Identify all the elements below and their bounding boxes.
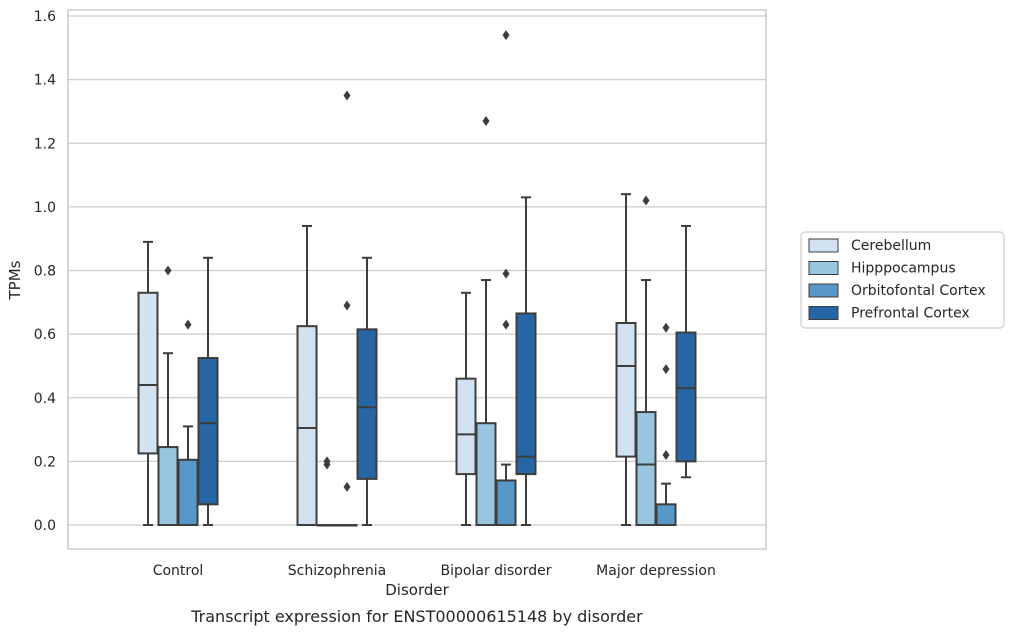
outlier-point (343, 90, 351, 101)
y-axis-label: TPMs (6, 260, 24, 300)
legend-swatch (808, 283, 839, 298)
outlier-point (642, 195, 650, 206)
outlier-point (164, 265, 172, 276)
plot-frame (67, 9, 767, 550)
box-prefrontal-cortex-0 (197, 256, 219, 526)
legend-label: Cerebellum (851, 238, 931, 254)
box-body (197, 356, 219, 506)
y-tick-label: 0.4 (34, 391, 56, 407)
x-tick-label: Bipolar disorder (440, 563, 551, 579)
y-tick-label: 1.0 (34, 200, 56, 216)
x-tick-label: Control (153, 563, 204, 579)
chart-caption: Transcript expression for ENST0000061514… (190, 607, 643, 626)
box-cerebellum-0 (137, 240, 159, 526)
outlier-point (482, 115, 490, 126)
box-prefrontal-cortex-1 (356, 256, 378, 526)
box-body (495, 479, 517, 526)
box-body (675, 331, 697, 463)
box-body (157, 446, 179, 527)
box-orbitofontal-cortex-2 (495, 30, 517, 526)
box-body (356, 328, 378, 480)
box-body (615, 321, 637, 458)
box-hipppocampus-2 (475, 115, 497, 527)
box-prefrontal-cortex-2 (515, 196, 537, 526)
x-axis-ticks: Control Schizophrenia Bipolar disorder Majo… (153, 563, 716, 579)
box-body (515, 312, 537, 476)
outlier-point (662, 322, 670, 333)
legend-label: Hipppocampus (851, 261, 956, 277)
outlier-point (343, 481, 351, 492)
box-cerebellum-2 (455, 291, 477, 526)
y-axis-ticks: 0.0 0.2 0.4 0.6 0.8 1.0 1.2 1.4 1.6 (34, 9, 56, 534)
x-tick-label: Major depression (596, 563, 716, 579)
box-body (296, 325, 318, 526)
y-tick-label: 1.6 (34, 9, 56, 25)
box-body (455, 377, 477, 476)
box-body (177, 458, 199, 526)
outlier-point (502, 268, 510, 279)
outlier-point (502, 319, 510, 330)
outlier-point (502, 30, 510, 41)
box-body (475, 422, 497, 527)
x-axis-label: Disorder (385, 581, 449, 599)
legend: Cerebellum Hipppocampus Orbitofontal Corte… (800, 231, 1005, 329)
box-hipppocampus-1 (316, 456, 338, 527)
box-groups (137, 30, 697, 527)
legend-label: Orbitofontal Cortex (851, 283, 986, 299)
x-tick-label: Schizophrenia (288, 563, 386, 579)
legend-swatch (808, 238, 839, 253)
y-tick-label: 0.6 (34, 327, 56, 343)
outlier-point (323, 459, 331, 470)
outlier-point (662, 364, 670, 375)
box-orbitofontal-cortex-0 (177, 319, 199, 526)
box-cerebellum-3 (615, 193, 637, 526)
y-tick-label: 0.0 (34, 518, 56, 534)
box-prefrontal-cortex-3 (675, 224, 697, 479)
box-hipppocampus-3 (635, 195, 657, 526)
box-body (655, 503, 677, 526)
y-tick-label: 0.2 (34, 454, 56, 470)
box-cerebellum-1 (296, 224, 318, 526)
legend-label: Prefrontal Cortex (851, 306, 970, 322)
y-tick-label: 1.4 (34, 73, 56, 89)
outlier-point (343, 300, 351, 311)
box-body (635, 411, 657, 526)
legend-frame (800, 231, 1005, 329)
legend-swatch (808, 261, 839, 275)
box-orbitofontal-cortex-3 (655, 322, 677, 526)
legend-swatch (808, 306, 839, 320)
box-orbitofontal-cortex-1 (336, 90, 358, 527)
outlier-point (184, 319, 192, 330)
y-tick-label: 0.8 (34, 264, 56, 280)
outlier-point (662, 450, 670, 461)
box-body (137, 291, 159, 455)
y-tick-label: 1.2 (34, 136, 56, 152)
